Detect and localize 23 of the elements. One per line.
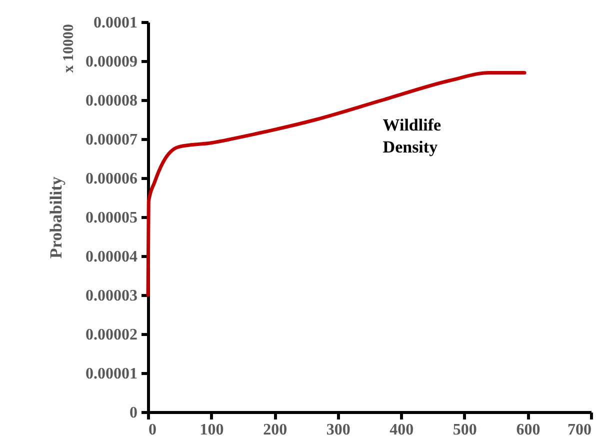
y-tick-label: 0.00005 xyxy=(86,210,138,226)
y-tick-label: 0.00006 xyxy=(86,170,138,188)
x-tick-label: 700 xyxy=(568,422,592,438)
y-tick-label: 0.00009 xyxy=(86,54,138,70)
x-tick-label: 500 xyxy=(452,422,477,438)
y-tick-label: 0 xyxy=(130,404,138,422)
y-tick-label: 0.00007 xyxy=(86,132,138,148)
x-tick-label: 100 xyxy=(200,422,224,438)
y-tick-label: 0.00004 xyxy=(86,248,138,266)
x-tick-label: 0 xyxy=(148,422,156,438)
text: x 10000 xyxy=(61,24,77,73)
y-tick-label: 0.0001 xyxy=(94,14,138,32)
x-tick-label: 600 xyxy=(516,422,540,438)
y-axis-title: Probability xyxy=(46,176,66,258)
y-tick-label: 0.00002 xyxy=(86,326,138,344)
x-tick-label: 200 xyxy=(263,422,288,438)
y-tick-label: 0.00008 xyxy=(86,92,138,110)
x-tick-label: 300 xyxy=(326,422,350,438)
line-series xyxy=(146,70,526,297)
y-tick-label: 0.00003 xyxy=(86,288,138,304)
annotation: Wildlife Density xyxy=(382,116,442,157)
x-tick-label: 400 xyxy=(390,422,414,438)
y-tick-label: 0.00001 xyxy=(86,366,138,382)
